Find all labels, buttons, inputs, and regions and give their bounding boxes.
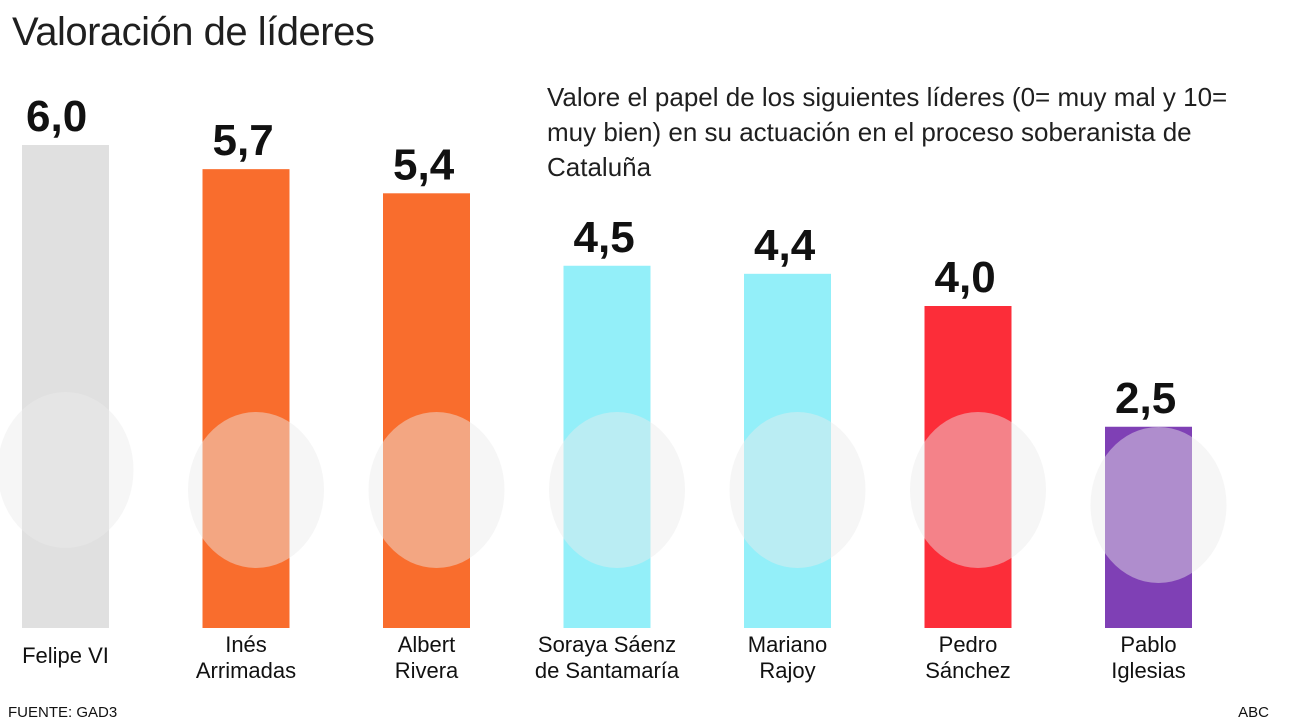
portrait-sketch — [549, 412, 685, 568]
value-label: 4,0 — [935, 253, 996, 302]
portrait-sketch — [368, 412, 505, 568]
value-label: 4,4 — [754, 221, 816, 270]
value-label: 5,4 — [393, 140, 455, 189]
survey-question: Valore el papel de los siguientes lídere… — [547, 82, 1228, 182]
portrait-sketch — [729, 412, 866, 568]
value-label: 6,0 — [26, 92, 87, 141]
category-label: Pablo Iglesias — [1111, 632, 1186, 683]
bar — [563, 265, 651, 628]
bar — [202, 169, 290, 628]
portrait-sketch — [188, 412, 324, 568]
category-label: Felipe VI — [22, 643, 109, 668]
value-label: 2,5 — [1115, 374, 1176, 423]
publisher-logo: ABC — [1238, 704, 1269, 721]
category-label: Inés Arrimadas — [196, 632, 296, 683]
category-label: Mariano Rajoy — [748, 632, 827, 683]
category-label: Albert Rivera — [395, 632, 459, 683]
bar — [1105, 426, 1192, 628]
portrait-sketch — [910, 412, 1046, 568]
value-label: 5,7 — [213, 116, 274, 165]
portrait-sketch — [0, 392, 134, 548]
chart-title: Valoración de líderes — [12, 10, 375, 54]
source-note: FUENTE: GAD3 — [8, 704, 118, 721]
bar — [744, 273, 831, 628]
portrait-sketch — [1090, 427, 1227, 583]
category-label: Soraya Sáenz de Santamaría — [535, 632, 680, 683]
bar — [22, 145, 109, 628]
category-label: Pedro Sánchez — [925, 632, 1011, 683]
bar — [383, 193, 470, 629]
bar — [924, 306, 1012, 628]
value-label: 4,5 — [574, 213, 635, 262]
